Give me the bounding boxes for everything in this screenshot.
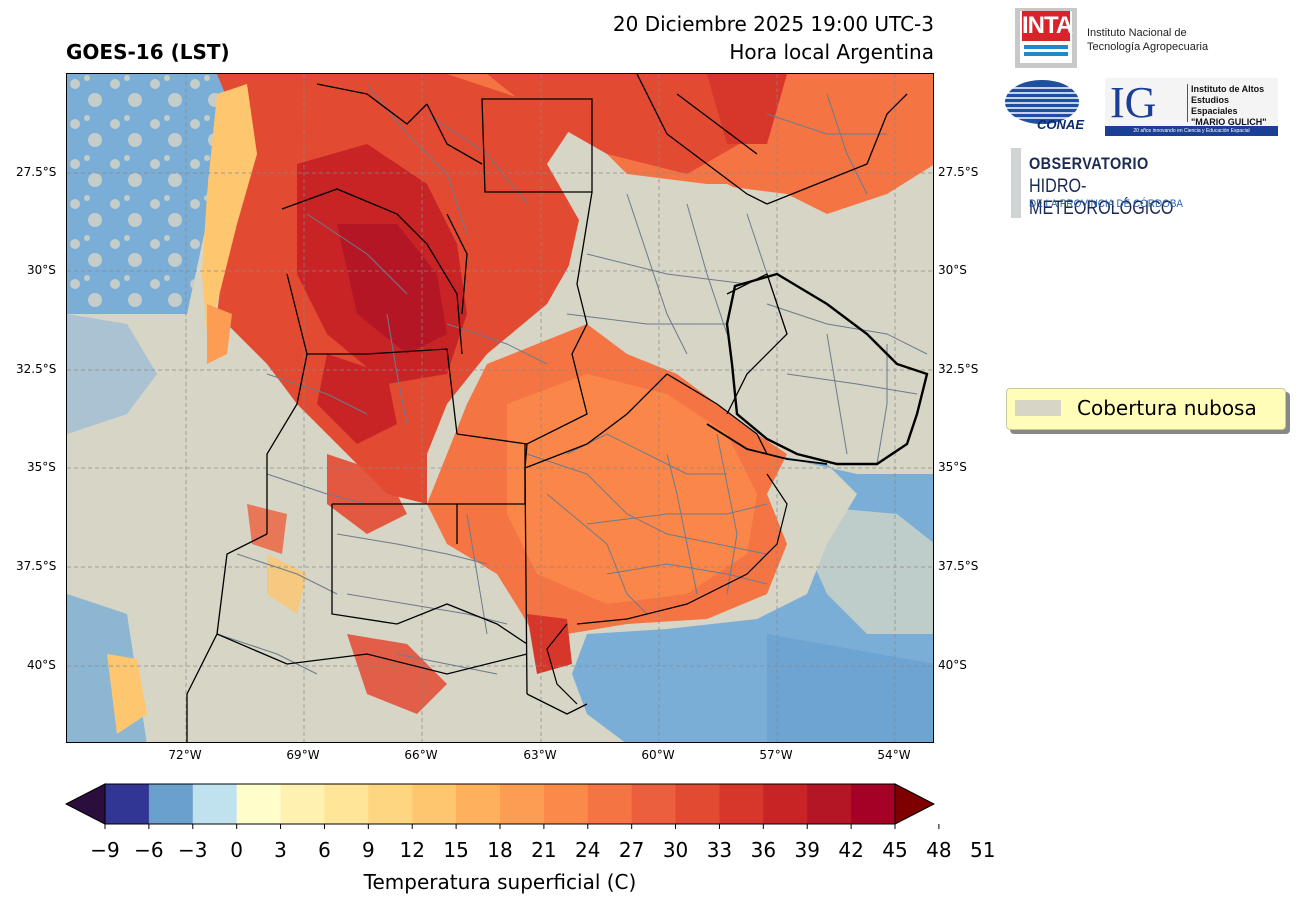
colorbar-cell: [719, 784, 764, 824]
colorbar-cell: [456, 784, 501, 824]
colorbar-cell: [500, 784, 545, 824]
province-boundaries: [186, 74, 908, 742]
observatorio-logo: OBSERVATORIO HIDRO-METEOROLÓGICO DE LA P…: [1011, 148, 1241, 219]
timestamp-block: 20 Diciembre 2025 19:00 UTC-3 Hora local…: [613, 10, 934, 66]
lat-label-left: 27.5°S: [16, 165, 57, 179]
lat-label-left: 40°S: [27, 658, 56, 672]
colorbar-cell: [675, 784, 720, 824]
inta-caption: Instituto Nacional de Tecnología Agropec…: [1087, 27, 1209, 53]
colorbar-cell: [105, 784, 150, 824]
lat-label-right: 40°S: [938, 658, 967, 672]
colorbar-tick-label: 6: [318, 838, 331, 862]
lat-label-right: 30°S: [938, 263, 967, 277]
lat-label-left: 35°S: [27, 460, 56, 474]
ig-logo: IG Instituto de Altos Estudios Espaciale…: [1105, 78, 1278, 136]
colorbar-cell: [368, 784, 413, 824]
colorbar-tick-label: 21: [531, 838, 557, 862]
inta-logo: INTA: [1015, 8, 1077, 68]
colorbar-tick-label: 0: [230, 838, 244, 862]
colorbar-cell: [543, 784, 589, 824]
rio-de-la-plata-coast: [706, 423, 828, 465]
cloud-cover-uruguay: [667, 254, 933, 474]
lon-label: 54°W: [877, 748, 911, 762]
colorbar-cell: [148, 784, 194, 824]
hot-patch-south: [327, 454, 407, 534]
colorbar-tick-label: 3: [274, 838, 287, 862]
temperature-map: [67, 74, 933, 742]
lat-label-left: 37.5°S: [16, 559, 57, 573]
lat-label-left: 32.5°S: [16, 362, 57, 376]
colorbar-tick-label: 24: [575, 838, 601, 862]
legend-label: Cobertura nubosa: [1077, 396, 1257, 420]
colorbar-tick-label: 9: [361, 838, 375, 862]
conae-logo: CONAE: [1004, 80, 1084, 132]
lat-label-left: 30°S: [27, 263, 56, 277]
map-panel: [66, 73, 934, 743]
colorbar-tick-label: 36: [750, 838, 777, 862]
colorbar-cell: [192, 784, 238, 824]
time-note: Hora local Argentina: [729, 40, 934, 64]
colorbar-tick-label: 12: [399, 838, 425, 862]
colorbar-tick-label: 42: [838, 838, 864, 862]
colorbar-over-arrow: [894, 783, 936, 825]
lat-label-right: 35°S: [938, 460, 967, 474]
lon-label: 63°W: [523, 748, 557, 762]
gridlines: [67, 74, 933, 742]
colorbar-tick-label: 48: [926, 838, 952, 862]
pacific-ocean-patch: [67, 314, 157, 434]
colorbar-tick-label: 51: [970, 838, 996, 862]
uruguay-border: [725, 272, 929, 466]
colorbar-cell: [763, 784, 808, 824]
colorbar-cell: [412, 784, 457, 824]
colorbar-tick-label: 33: [706, 838, 733, 862]
legend: Cobertura nubosa: [1006, 388, 1286, 430]
lon-label: 72°W: [168, 748, 202, 762]
colorbar-cell: [280, 784, 325, 824]
atlantic-coast: [576, 473, 788, 625]
colorbar: [64, 783, 940, 829]
colorbar-tick-label: −3: [178, 838, 208, 862]
lon-label: 66°W: [404, 748, 438, 762]
lat-label-right: 37.5°S: [938, 559, 979, 573]
colorbar-cell: [587, 784, 633, 824]
colorbar-under-arrow: [64, 783, 106, 825]
colorbar-tick-label: 15: [443, 838, 469, 862]
legend-swatch: [1015, 400, 1061, 416]
lat-label-right: 32.5°S: [938, 362, 979, 376]
lon-label: 60°W: [641, 748, 675, 762]
map-title: GOES-16 (LST): [66, 40, 230, 64]
colorbar-cell: [236, 784, 282, 824]
colorbar-tick-label: 27: [618, 838, 645, 862]
warm-patch-southwest: [107, 654, 147, 734]
colorbar-tick-label: 39: [794, 838, 820, 862]
colorbar-label: Temperatura superficial (C): [363, 870, 637, 894]
colorbar-tick-label: 45: [882, 838, 908, 862]
department-boundaries: [216, 83, 928, 675]
colorbar-tick-label: 18: [487, 838, 513, 862]
colorbar-cell: [851, 784, 896, 824]
colorbar-tick-label: −6: [134, 838, 164, 862]
lat-label-right: 27.5°S: [938, 165, 979, 179]
colorbar-tick-label: 30: [662, 838, 689, 862]
colorbar-tick-label: −9: [90, 838, 120, 862]
colorbar-cell: [631, 784, 677, 824]
date-line: 20 Diciembre 2025 19:00 UTC-3: [612, 12, 934, 36]
lon-label: 69°W: [286, 748, 320, 762]
lon-label: 57°W: [759, 748, 793, 762]
colorbar-cell: [324, 784, 369, 824]
colorbar-cell: [807, 784, 852, 824]
